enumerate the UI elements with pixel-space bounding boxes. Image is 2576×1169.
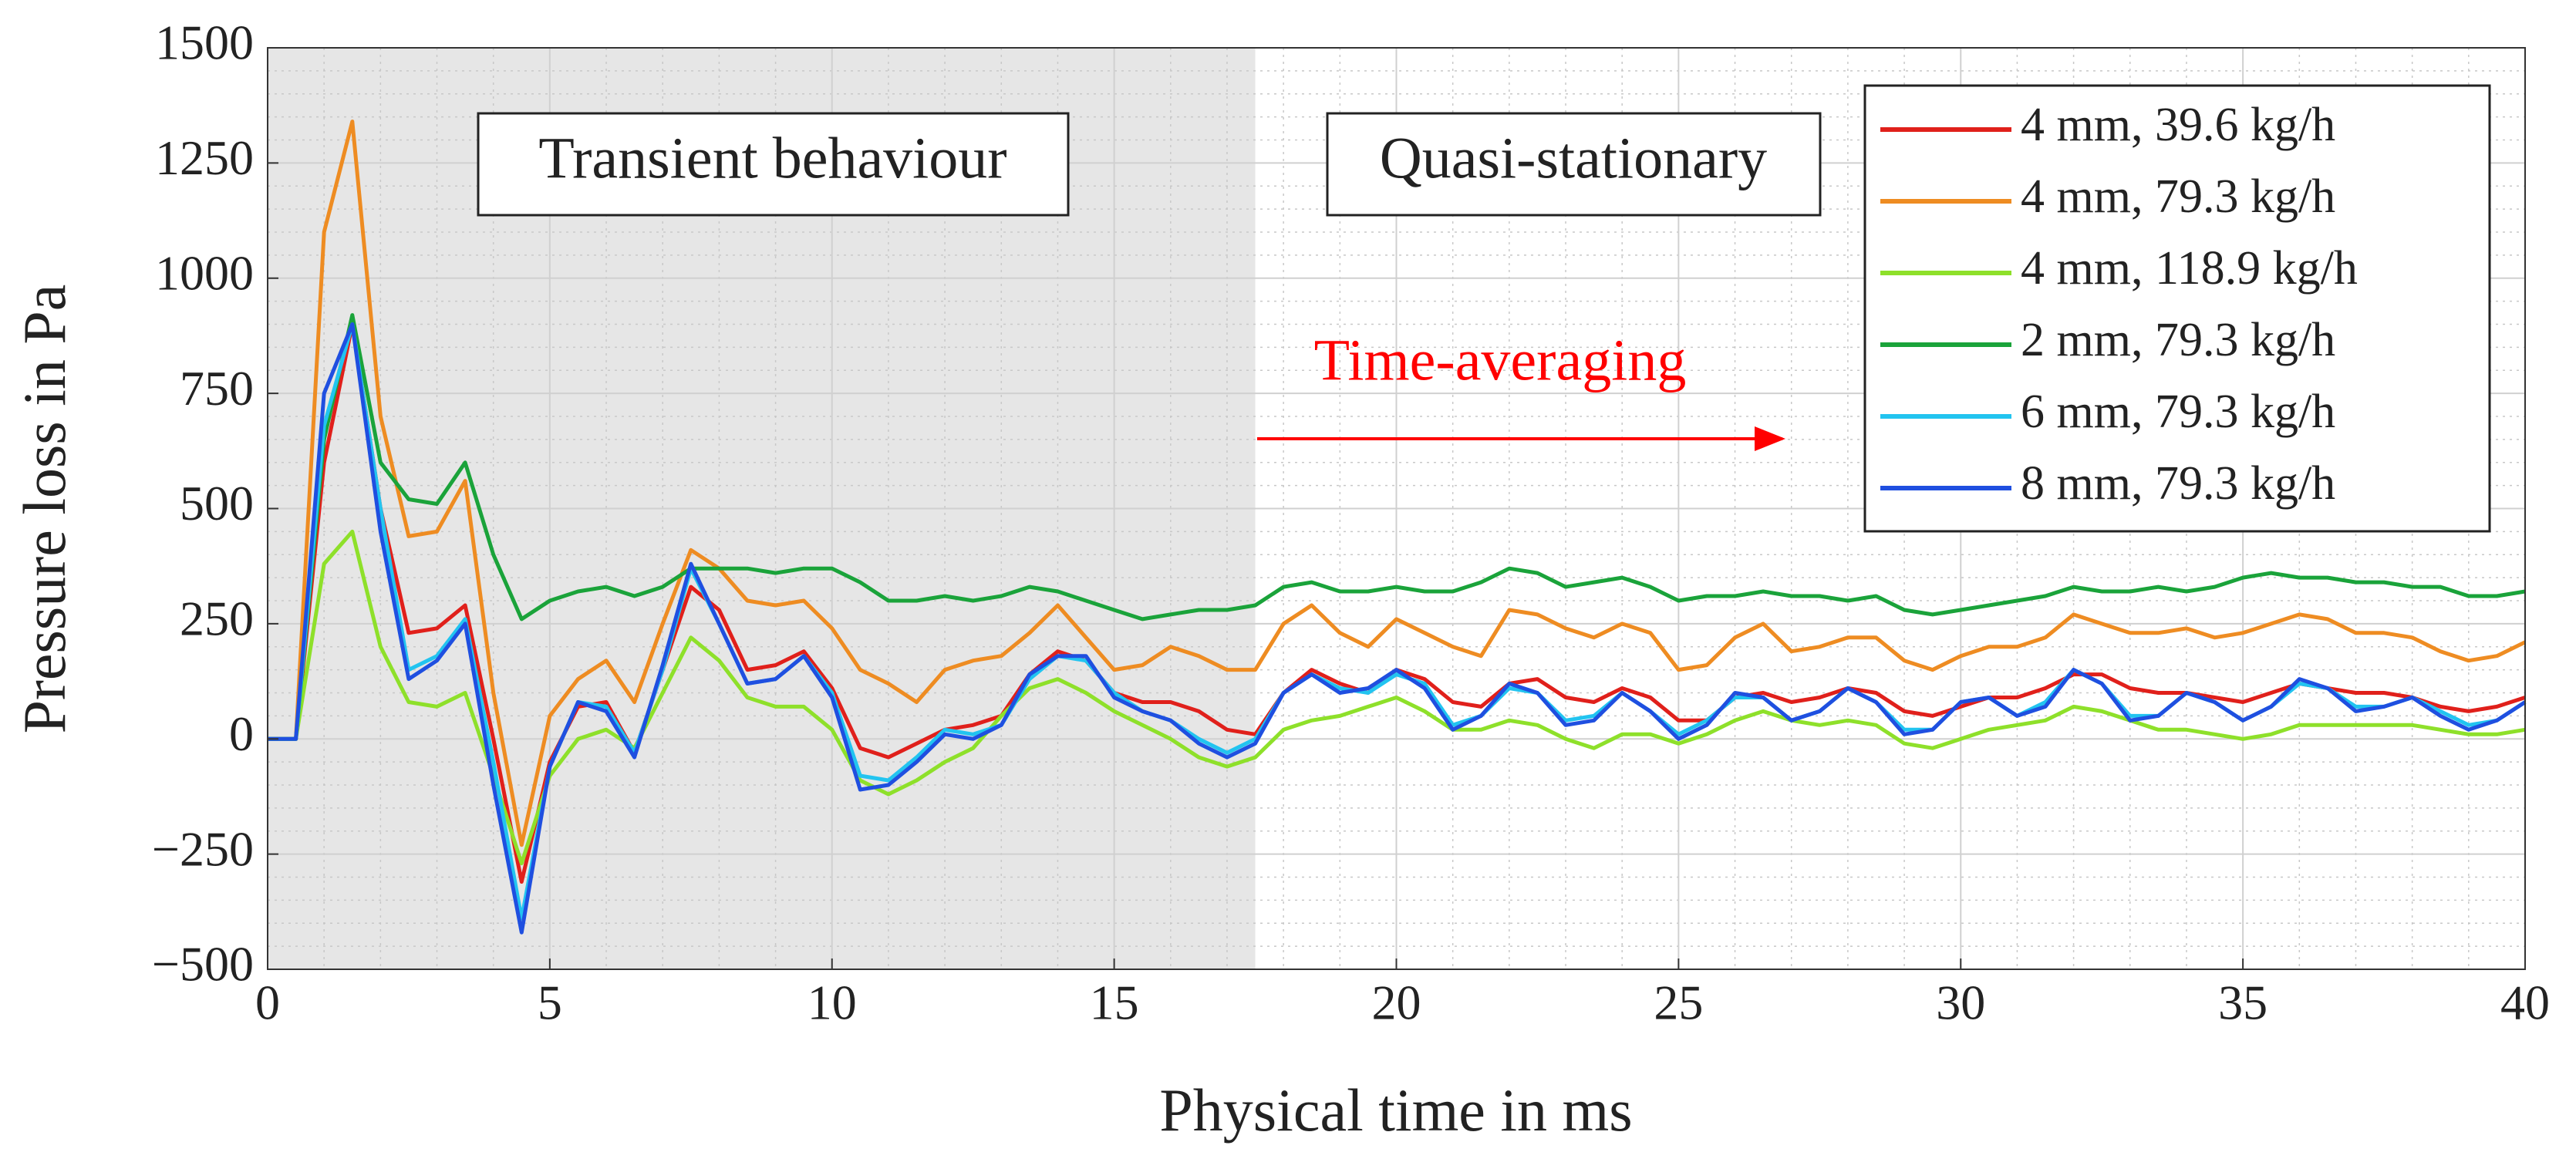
x-tick-label: 10 xyxy=(808,975,857,1030)
x-axis-label: Physical time in ms xyxy=(1159,1076,1632,1144)
y-axis-label: Pressure loss in Pa xyxy=(11,285,78,734)
legend-label: 2 mm, 79.3 kg/h xyxy=(2021,314,2335,366)
annotation-box xyxy=(477,112,1070,217)
legend-label: 8 mm, 79.3 kg/h xyxy=(2021,457,2335,510)
x-tick-label: 40 xyxy=(2500,975,2550,1030)
series-line xyxy=(268,322,2527,935)
plot-frame xyxy=(267,47,2526,970)
series-line xyxy=(268,313,2526,741)
x-tick-label: 35 xyxy=(2218,975,2267,1030)
legend-box xyxy=(1863,84,2491,533)
x-tick-label: 5 xyxy=(538,975,562,1030)
y-tick-label: 0 xyxy=(229,706,254,761)
series-layer xyxy=(268,120,2527,935)
y-tick-label: 250 xyxy=(180,591,254,646)
legend-label: 4 mm, 79.3 kg/h xyxy=(2021,170,2335,223)
x-tick-label: 0 xyxy=(255,975,280,1030)
legend-label: 4 mm, 118.9 kg/h xyxy=(2021,242,2358,295)
annotation: Transient behaviour xyxy=(538,126,1006,190)
y-tick-label: −250 xyxy=(152,821,254,876)
y-tick-label: 750 xyxy=(180,361,254,416)
y-tick-label: 1500 xyxy=(155,15,254,70)
x-tick-label: 20 xyxy=(1372,975,1421,1030)
overlay-layer: 0 5 10 15 20 25 30 35 40 −500 −250 0 250 500 750 1000 12… xyxy=(152,15,2550,1030)
y-tick-label: 1250 xyxy=(155,130,254,185)
legend-label: 4 mm, 39.6 kg/h xyxy=(2021,99,2335,151)
annotation-box xyxy=(1326,112,1822,217)
y-tick-label: 1000 xyxy=(155,245,254,300)
annotation: Time-averaging xyxy=(1314,328,1687,392)
series-line xyxy=(268,120,2527,847)
x-tick-label: 30 xyxy=(1936,975,1985,1030)
y-tick-label: 500 xyxy=(180,476,254,531)
x-tick-label: 15 xyxy=(1090,975,1139,1030)
x-tick-label: 25 xyxy=(1654,975,1703,1030)
y-tick-label: −500 xyxy=(152,937,254,992)
legend-label: 6 mm, 79.3 kg/h xyxy=(2021,386,2335,438)
annotation: Quasi-stationary xyxy=(1380,126,1767,190)
